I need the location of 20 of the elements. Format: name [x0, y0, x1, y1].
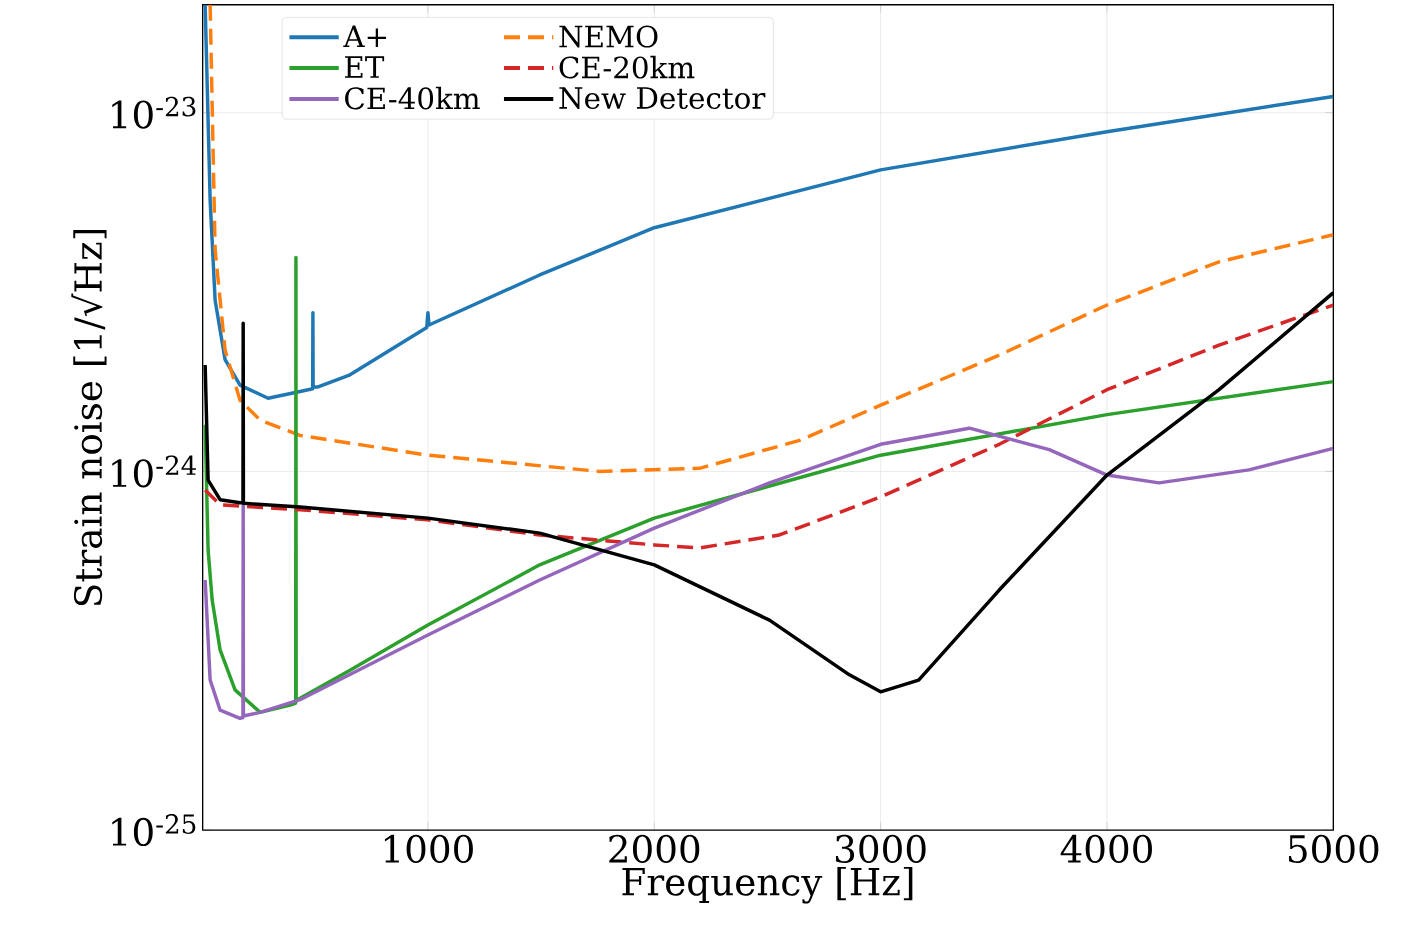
- x-axis-title: Frequency [Hz]: [622, 866, 913, 904]
- x-tick-label: 3000: [835, 834, 926, 864]
- y-tick-label: 10$^{-24}$: [112, 455, 196, 488]
- legend-label: A+: [343, 25, 387, 47]
- line-series: [203, 303, 1334, 550]
- legend-label: CE-20km: [559, 55, 695, 79]
- line-series: [208, 4, 1334, 474]
- legend-label: ET: [345, 56, 385, 78]
- line-series: [203, 426, 1334, 721]
- x-tick-label: 4000: [1060, 834, 1152, 864]
- y-axis-title: Strain noise [1/√Hz]: [71, 229, 107, 606]
- legend-label: NEMO: [559, 25, 658, 48]
- legend-label: CE-40km: [345, 86, 480, 110]
- legend-label: New Detector: [559, 87, 766, 110]
- y-tick-label: 10$^{-23}$: [112, 96, 196, 129]
- line-series: [203, 4, 1334, 400]
- y-tick-label: 10$^{-25}$: [112, 814, 196, 847]
- x-tick-label: 2000: [609, 834, 700, 864]
- x-tick-label: 1000: [384, 834, 473, 864]
- x-tick-label: 5000: [1289, 834, 1379, 864]
